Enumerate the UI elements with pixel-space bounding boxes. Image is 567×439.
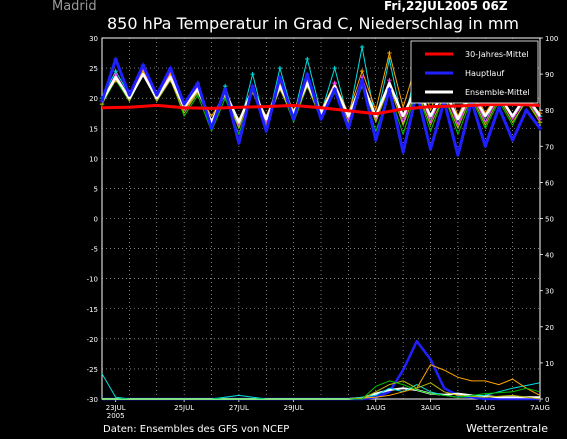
legend-label-ensemble-mittel: Ensemble-Mittel bbox=[465, 88, 530, 97]
series-point-member-7 bbox=[113, 71, 118, 77]
y-left-tick-label: 5 bbox=[94, 185, 98, 193]
y-left-tick-label: -30 bbox=[87, 396, 98, 404]
series-point-hauptlauf bbox=[387, 86, 392, 92]
y-right-tick-label: 60 bbox=[545, 179, 554, 187]
x-tick-label: 29JUL bbox=[284, 404, 304, 412]
y-right-tick-label: 30 bbox=[545, 288, 554, 296]
series-point-hauptlauf bbox=[113, 56, 118, 62]
y-left-tick-label: 25 bbox=[89, 65, 98, 73]
x-tick-label: 3AUG bbox=[421, 404, 441, 412]
y-left-tick-label: 10 bbox=[89, 155, 98, 163]
series-point-hauptlauf bbox=[524, 108, 529, 113]
series-point-member-4 bbox=[359, 44, 365, 50]
y-right-tick-label: 90 bbox=[545, 71, 554, 79]
x-tick-sublabel: 2005 bbox=[107, 412, 125, 420]
y-right-tick-label: 40 bbox=[545, 252, 554, 260]
y-right-tick-label: 100 bbox=[545, 35, 558, 43]
y-left-tick-label: 15 bbox=[89, 125, 98, 133]
y-right-tick-label: 10 bbox=[545, 360, 554, 368]
x-tick-label: 25JUL bbox=[174, 404, 194, 412]
legend: 30-Jahres-Mittel Hauptlauf Ensemble-Mitt… bbox=[410, 40, 539, 104]
series-point-hauptlauf bbox=[168, 65, 173, 71]
x-tick-label: 7AUG bbox=[530, 404, 550, 412]
x-tick-label: 5AUG bbox=[475, 404, 495, 412]
y-left-tick-label: 20 bbox=[89, 95, 98, 103]
y-right-tick-label: 70 bbox=[545, 143, 554, 151]
series-point-member-4 bbox=[250, 71, 255, 77]
y-left-tick-label: -5 bbox=[91, 246, 98, 254]
series-point-member-4 bbox=[305, 56, 310, 62]
series-point-member-4 bbox=[277, 65, 283, 71]
y-left-tick-label: -25 bbox=[87, 366, 98, 374]
series-line-hauptlauf bbox=[100, 57, 542, 157]
x-tick-label: 23JUL bbox=[106, 404, 126, 412]
y-left-tick-label: 30 bbox=[89, 35, 98, 43]
footer-source: Daten: Ensembles des GFS von NCEP bbox=[103, 424, 289, 435]
y-right-tick-label: 80 bbox=[545, 107, 554, 115]
series-point-member-7 bbox=[332, 80, 337, 86]
y-right-tick-label: 0 bbox=[545, 396, 549, 404]
series-point-member-7 bbox=[537, 117, 543, 122]
series-point-hauptlauf bbox=[195, 80, 201, 86]
series-point-hauptlauf bbox=[99, 98, 105, 104]
series-line-30-jahres-mittel bbox=[101, 102, 541, 116]
series-point-hauptlauf bbox=[332, 86, 337, 92]
x-tick-label: 27JUL bbox=[229, 404, 249, 412]
legend-label-30-jahres-mittel: 30-Jahres-Mittel bbox=[465, 50, 528, 59]
series-point-member-4 bbox=[332, 65, 337, 71]
x-tick-label: 1AUG bbox=[366, 404, 386, 412]
series-point-hauptlauf bbox=[537, 126, 543, 131]
y-left-tick-label: -20 bbox=[87, 336, 98, 344]
legend-label-hauptlauf: Hauptlauf bbox=[465, 69, 504, 78]
series-point-hauptlauf bbox=[222, 86, 228, 92]
y-right-tick-label: 50 bbox=[545, 216, 554, 224]
series-line-member-13 bbox=[102, 380, 541, 400]
location-label: Madrid bbox=[52, 0, 97, 14]
y-left-tick-label: -10 bbox=[87, 276, 98, 284]
chart-title: 850 hPa Temperatur in Grad C, Niederschl… bbox=[107, 14, 519, 33]
series-point-hauptlauf bbox=[359, 77, 365, 83]
series-line-member-11 bbox=[102, 364, 541, 400]
series-point-member-5 bbox=[359, 68, 365, 74]
date-label: Fri,22JUL2005 06Z bbox=[384, 0, 508, 13]
series-point-hauptlauf bbox=[140, 62, 146, 68]
series-point-hauptlauf bbox=[277, 74, 283, 80]
y-right-tick-label: 20 bbox=[545, 324, 554, 332]
y-left-tick-label: -15 bbox=[87, 306, 98, 314]
series-point-hauptlauf bbox=[305, 71, 310, 77]
footer-brand: Wetterzentrale bbox=[466, 422, 548, 435]
series-line-member-12 bbox=[102, 380, 541, 400]
series-point-member-7 bbox=[387, 77, 392, 83]
series-point-member-5 bbox=[387, 50, 392, 56]
series-point-hauptlauf bbox=[250, 83, 255, 89]
y-left-tick-label: 0 bbox=[94, 216, 98, 224]
